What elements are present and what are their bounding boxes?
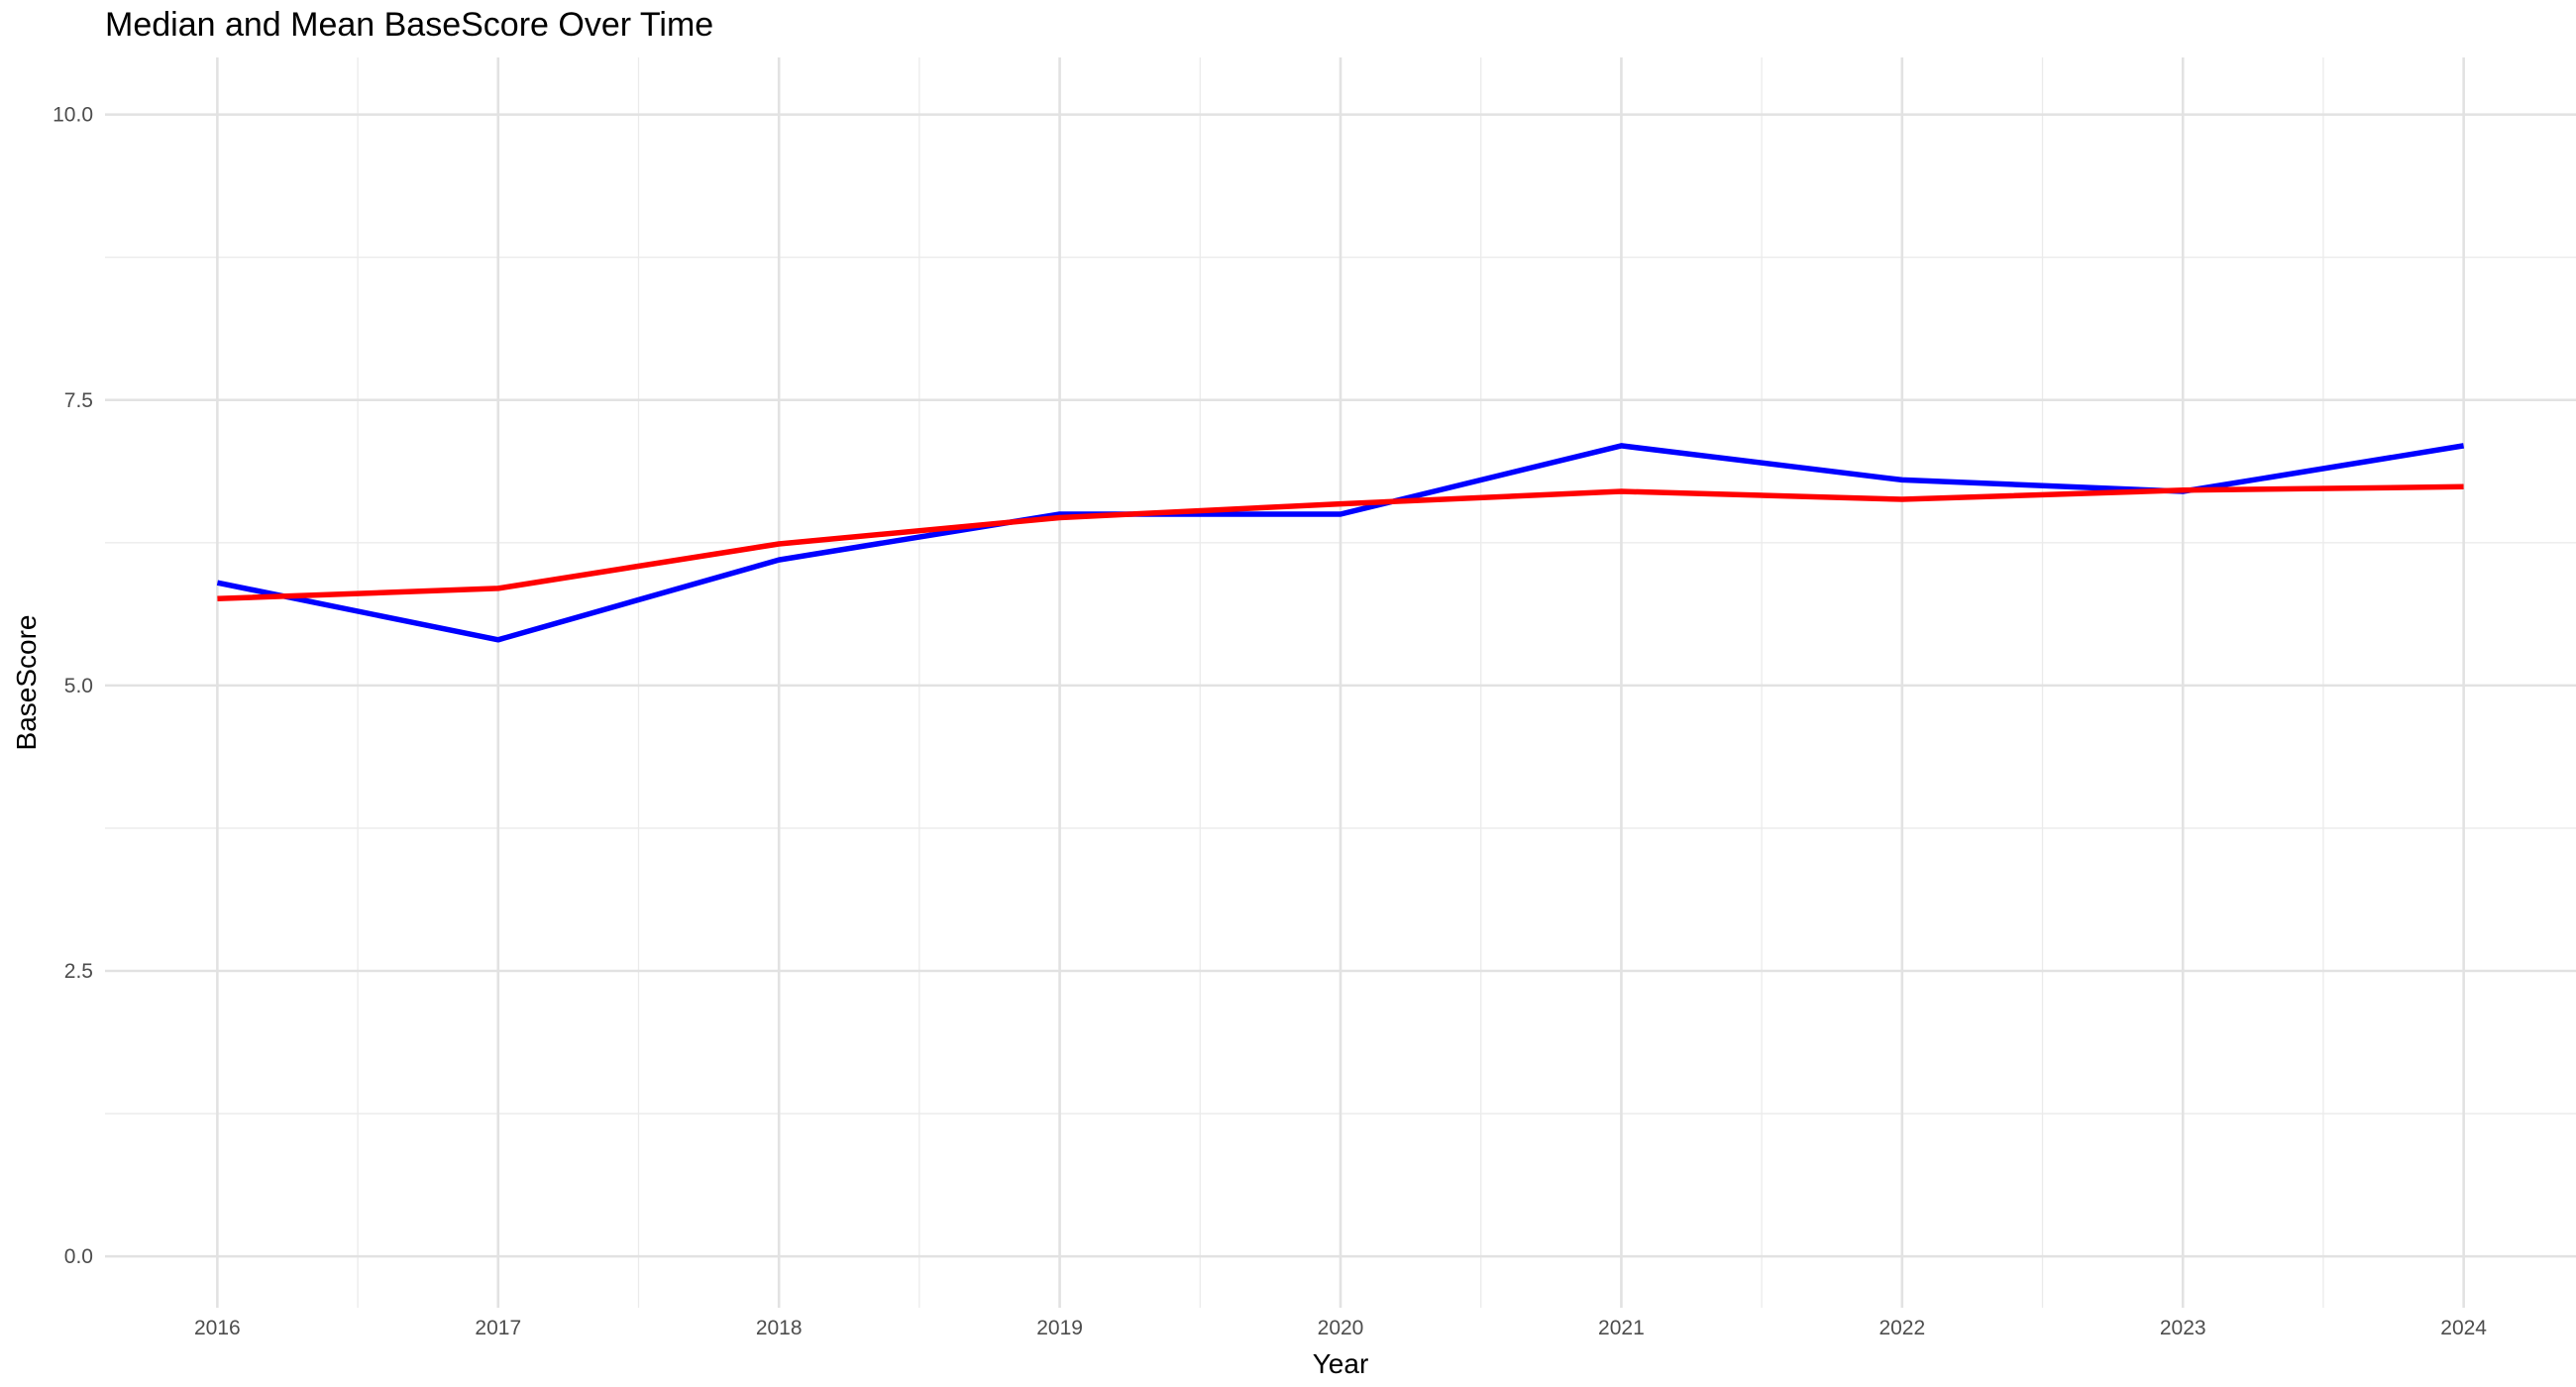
x-tick-label: 2016 xyxy=(194,1317,241,1339)
y-axis-title: BaseScore xyxy=(11,615,42,751)
x-tick-label: 2021 xyxy=(1598,1317,1645,1339)
major-gridlines xyxy=(105,57,2576,1308)
series-line-1 xyxy=(216,443,2465,643)
x-tick-label: 2024 xyxy=(2440,1317,2487,1339)
x-tick-label: 2023 xyxy=(2160,1317,2206,1339)
x-tick-label: 2017 xyxy=(475,1317,521,1339)
y-tick-label: 10.0 xyxy=(53,104,93,127)
y-tick-label: 7.5 xyxy=(64,389,93,412)
y-tick-label: 0.0 xyxy=(64,1245,93,1268)
chart-title: Median and Mean BaseScore Over Time xyxy=(105,6,714,44)
y-axis-tick-labels: 0.0 2.5 5.0 7.5 10.0 xyxy=(53,104,93,1269)
series-line-2 xyxy=(217,483,2464,602)
x-tick-label: 2019 xyxy=(1036,1317,1083,1339)
x-axis-tick-labels: 2016 2017 2018 2019 2020 2021 2022 2023 2024 xyxy=(194,1317,2487,1339)
x-tick-label: 2020 xyxy=(1318,1317,1364,1339)
y-tick-label: 5.0 xyxy=(64,675,93,697)
series-lines xyxy=(216,443,2465,643)
x-tick-label: 2018 xyxy=(756,1317,803,1339)
x-axis-title: Year xyxy=(1313,1348,1369,1379)
x-tick-label: 2022 xyxy=(1878,1317,1925,1339)
y-tick-label: 2.5 xyxy=(64,960,93,983)
